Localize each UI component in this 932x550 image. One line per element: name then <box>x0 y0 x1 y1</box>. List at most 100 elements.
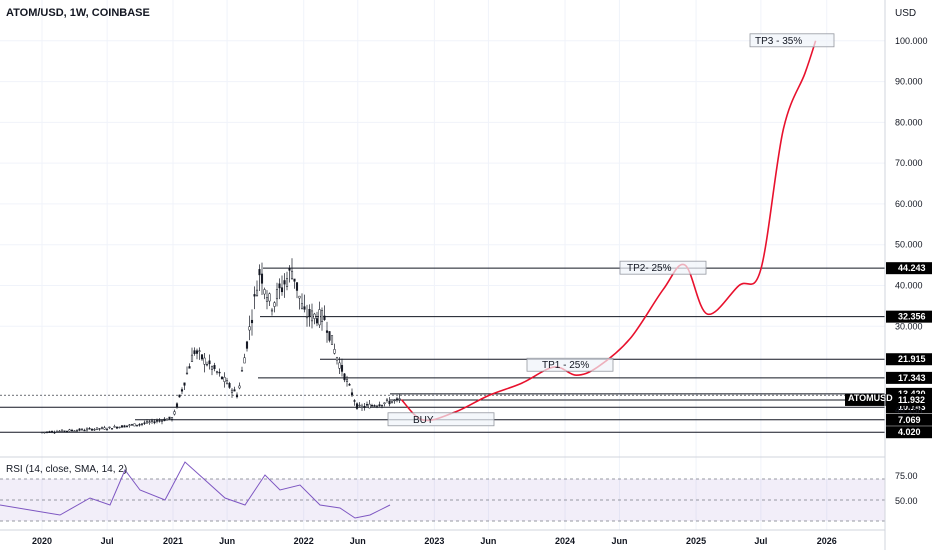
candle-body <box>323 315 326 320</box>
candle-body <box>153 421 156 424</box>
candle-body <box>388 400 391 405</box>
level-tag-text: 21.915 <box>898 354 926 364</box>
candle-body <box>143 422 146 424</box>
candle-body <box>223 376 226 382</box>
rsi-tick-50: 50.00 <box>895 496 918 506</box>
price-tick: 70.000 <box>895 158 923 168</box>
candle-body <box>353 400 356 402</box>
candle-body <box>288 268 291 271</box>
candle-body <box>328 331 331 341</box>
candle-body <box>195 350 199 354</box>
countdown-label: 4d 15h <box>895 405 923 415</box>
grid-lines <box>0 0 885 530</box>
time-tick: Jun <box>219 536 235 546</box>
candle-body <box>238 385 241 389</box>
candle-body <box>88 428 91 430</box>
candle-body <box>340 365 344 372</box>
candle-body <box>148 421 151 423</box>
candle-body <box>375 405 379 408</box>
candle-body <box>208 360 211 365</box>
candle-body <box>58 430 61 433</box>
candle-body <box>113 426 116 428</box>
candle-body <box>320 310 324 322</box>
candle-body <box>158 420 161 422</box>
time-tick: 2026 <box>817 536 837 546</box>
candle-body <box>145 421 149 424</box>
candle-body <box>165 418 169 421</box>
candle-body <box>285 278 289 287</box>
candle-body <box>65 430 69 433</box>
price-axis: 100.000 90.000 80.000 70.000 60.000 50.000 40.… <box>895 36 928 331</box>
time-tick: Jun <box>611 536 627 546</box>
current-tag-bg <box>845 393 887 406</box>
candle-body <box>308 309 311 317</box>
level-tag-text: 7.069 <box>898 415 921 425</box>
candle-body <box>360 405 364 409</box>
current-price-bg <box>886 393 932 406</box>
candle-body <box>220 376 224 380</box>
price-tick: 80.000 <box>895 117 923 127</box>
candle-body <box>325 330 329 333</box>
candle-body <box>218 371 221 374</box>
candle-body <box>295 282 299 291</box>
candle-body <box>230 389 234 393</box>
candle-body <box>335 357 339 361</box>
candle-body <box>98 428 101 430</box>
candle-body <box>235 394 239 398</box>
candle-body <box>253 294 256 297</box>
price-tick: 40.000 <box>895 280 923 290</box>
time-tick: 2025 <box>686 536 706 546</box>
annotation-box <box>526 357 614 372</box>
candle-body <box>163 418 166 422</box>
candle-body <box>225 380 229 385</box>
level-tags: 44.243 32.356 21.915 17.343 13.420 10.143 7.06… <box>886 262 932 439</box>
chart-title: ATOM/USD, 1W, COINBASE <box>6 7 150 19</box>
candle-body <box>40 431 44 434</box>
price-tick: 30.000 <box>895 321 923 331</box>
candle-body <box>190 354 194 362</box>
level-tag-text: 17.343 <box>898 373 926 383</box>
candle-body <box>250 319 254 324</box>
candle-body <box>395 398 399 400</box>
candle-body <box>135 424 139 427</box>
candle-body <box>318 309 321 326</box>
candle-body <box>48 431 51 433</box>
candle-body <box>283 280 286 285</box>
candle-body <box>300 303 304 309</box>
level-tag-bg <box>886 353 932 366</box>
candle-body <box>183 382 186 386</box>
time-tick: Jun <box>480 536 496 546</box>
level-tag-bg <box>886 310 932 323</box>
candle-body <box>313 313 316 319</box>
time-axis: 2020 Jul 2021 Jun 2022 Jun 2023 Jun 2024 Jun 2025 J… <box>32 536 837 546</box>
price-tick: 50.000 <box>895 240 923 250</box>
candle-body <box>345 379 349 382</box>
candle-body <box>150 420 154 423</box>
candle-body <box>170 417 174 420</box>
candle-body <box>348 384 351 386</box>
candle-body <box>200 354 204 360</box>
candle-body <box>178 394 181 398</box>
candle-body <box>233 389 236 392</box>
time-tick: Jul <box>101 536 114 546</box>
candle-body <box>363 406 366 408</box>
candle-body <box>115 426 119 429</box>
candle-body <box>333 349 336 354</box>
level-tag-bg <box>886 371 932 384</box>
level-tag-text: 44.243 <box>898 263 926 273</box>
candle-body <box>173 411 176 415</box>
rsi-tick-75: 75.00 <box>895 471 918 481</box>
candle-body <box>280 287 284 293</box>
candle-body <box>120 425 124 428</box>
rsi-label: RSI (14, close, SMA, 14, 2) <box>6 464 127 475</box>
price-tick: 90.000 <box>895 77 923 87</box>
candle-body <box>180 389 184 392</box>
candle-body <box>210 366 214 370</box>
candle-body <box>315 318 319 324</box>
candle-body <box>90 428 94 431</box>
candle-body <box>133 423 136 427</box>
rsi-band <box>0 479 885 521</box>
candle-body <box>263 289 266 295</box>
current-price-tag: ATOMUSD 4d 15h <box>845 393 923 415</box>
